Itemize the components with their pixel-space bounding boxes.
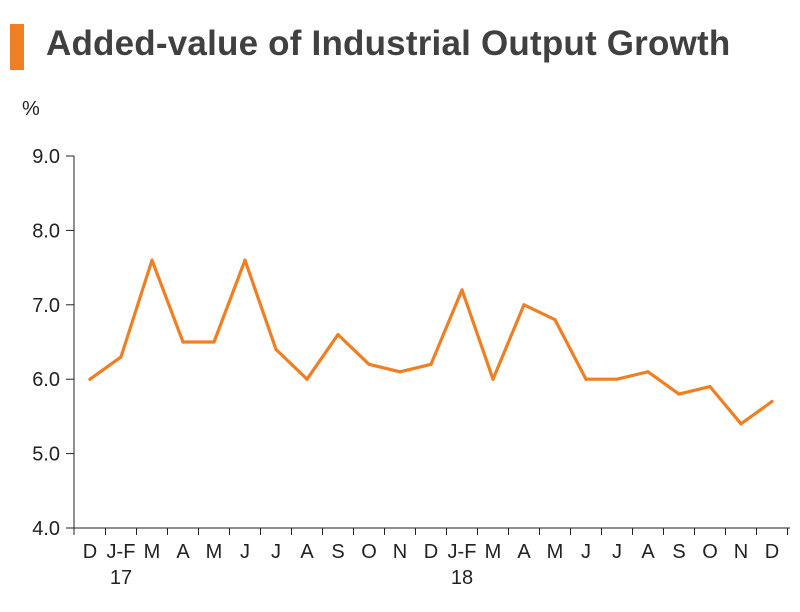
x-year-label: 17	[110, 567, 132, 589]
data-point	[150, 258, 154, 262]
data-point	[460, 288, 464, 292]
x-tick-label: A	[176, 541, 190, 563]
y-tick-label: 4.0	[32, 518, 60, 540]
x-year-label: 18	[451, 567, 473, 589]
data-point	[708, 385, 712, 389]
y-tick-label: 7.0	[32, 295, 60, 317]
data-point	[274, 347, 278, 352]
y-tick-label: 5.0	[32, 444, 60, 466]
x-tick-label: J	[240, 541, 250, 563]
y-tick-label: 8.0	[32, 220, 60, 242]
x-tick-label: J	[271, 541, 281, 563]
data-point	[305, 377, 309, 381]
data-point	[770, 399, 774, 404]
x-tick-label: N	[734, 541, 748, 563]
y-tick-label: 6.0	[32, 369, 60, 391]
data-point	[212, 340, 216, 344]
chart-title: Added-value of Industrial Output Growth	[46, 24, 731, 63]
data-point	[119, 355, 123, 359]
x-tick-label: S	[672, 541, 685, 563]
x-tick-label: M	[485, 541, 502, 563]
x-tick-label: M	[144, 541, 161, 563]
x-tick-label: S	[331, 541, 344, 563]
data-point	[367, 362, 371, 366]
series-line	[88, 258, 774, 426]
data-point	[584, 377, 588, 381]
data-point	[181, 340, 185, 344]
x-tick-label: N	[393, 541, 407, 563]
y-axis-label: %	[22, 98, 40, 120]
data-point	[553, 318, 557, 322]
x-tick-label: A	[641, 541, 655, 563]
x-tick-label: J-F	[448, 541, 477, 563]
data-point	[429, 362, 433, 366]
x-tick-label: J-F	[107, 541, 136, 563]
data-point	[522, 303, 526, 307]
data-point	[336, 332, 340, 337]
title-accent-bar	[10, 24, 24, 70]
data-point	[88, 377, 92, 381]
x-tick-label: A	[300, 541, 314, 563]
data-point	[615, 377, 619, 381]
x-tick-label: D	[424, 541, 438, 563]
y-tick-label: 9.0	[32, 146, 60, 168]
x-tick-label: A	[517, 541, 531, 563]
x-tick-label: O	[361, 541, 377, 563]
data-point	[677, 392, 681, 396]
x-tick-label: J	[581, 541, 591, 563]
data-point	[243, 258, 247, 262]
data-point	[646, 370, 650, 374]
x-tick-label: D	[83, 541, 97, 563]
x-tick-label: M	[206, 541, 223, 563]
x-tick-label: M	[547, 541, 564, 563]
data-point	[739, 422, 743, 426]
x-tick-label: J	[612, 541, 622, 563]
data-point	[398, 370, 402, 374]
x-tick-label: O	[702, 541, 718, 563]
data-point	[491, 377, 495, 381]
x-tick-label: D	[765, 541, 779, 563]
